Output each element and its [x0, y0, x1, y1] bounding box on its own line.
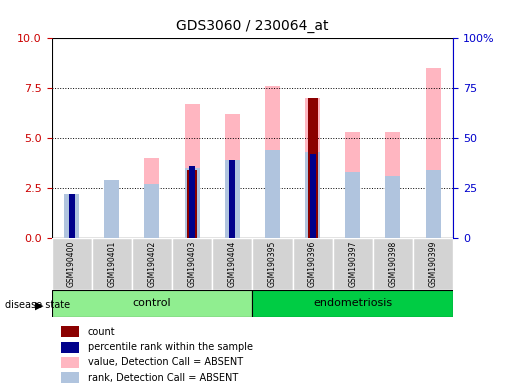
Bar — [310, 154, 316, 238]
Title: GDS3060 / 230064_at: GDS3060 / 230064_at — [176, 19, 329, 33]
Text: rank, Detection Call = ABSENT: rank, Detection Call = ABSENT — [88, 373, 238, 383]
FancyBboxPatch shape — [413, 238, 453, 290]
Text: GSM190403: GSM190403 — [187, 241, 197, 287]
Text: endometriosis: endometriosis — [313, 298, 392, 308]
Bar — [64, 194, 79, 238]
Bar — [184, 168, 200, 238]
Bar — [307, 98, 318, 238]
Bar — [68, 194, 75, 238]
Text: percentile rank within the sample: percentile rank within the sample — [88, 342, 253, 352]
Bar — [265, 86, 280, 238]
Text: GSM190400: GSM190400 — [67, 241, 76, 287]
Bar — [61, 372, 79, 383]
Bar — [385, 176, 401, 238]
Bar — [385, 132, 401, 238]
Text: GSM190399: GSM190399 — [428, 241, 438, 287]
Text: GSM190398: GSM190398 — [388, 241, 398, 287]
Bar — [345, 172, 360, 238]
Bar — [425, 170, 441, 238]
Text: GSM190396: GSM190396 — [308, 241, 317, 287]
FancyBboxPatch shape — [293, 238, 333, 290]
Bar — [425, 68, 441, 238]
Bar — [189, 166, 195, 238]
FancyBboxPatch shape — [172, 238, 212, 290]
Text: GSM190404: GSM190404 — [228, 241, 237, 287]
Text: GSM190397: GSM190397 — [348, 241, 357, 287]
Bar — [144, 158, 160, 238]
Text: value, Detection Call = ABSENT: value, Detection Call = ABSENT — [88, 358, 243, 367]
FancyBboxPatch shape — [333, 238, 373, 290]
Bar — [184, 104, 200, 238]
Bar — [345, 132, 360, 238]
FancyBboxPatch shape — [373, 238, 413, 290]
FancyBboxPatch shape — [52, 238, 92, 290]
Text: GSM190402: GSM190402 — [147, 241, 157, 287]
Text: GSM190395: GSM190395 — [268, 241, 277, 287]
Bar — [61, 357, 79, 368]
Bar — [61, 326, 79, 337]
Bar — [187, 170, 197, 238]
FancyBboxPatch shape — [92, 238, 132, 290]
Text: disease state: disease state — [5, 300, 70, 310]
FancyBboxPatch shape — [252, 290, 453, 317]
Bar — [225, 114, 240, 238]
Bar — [61, 342, 79, 353]
FancyBboxPatch shape — [52, 290, 252, 317]
Bar — [265, 150, 280, 238]
Text: ▶: ▶ — [35, 300, 44, 310]
FancyBboxPatch shape — [132, 238, 172, 290]
Bar — [305, 98, 320, 238]
Bar — [64, 198, 79, 238]
Text: count: count — [88, 327, 115, 337]
Bar — [229, 160, 235, 238]
Bar — [144, 184, 160, 238]
Bar — [104, 180, 119, 238]
Bar — [305, 152, 320, 238]
Text: GSM190401: GSM190401 — [107, 241, 116, 287]
Bar — [104, 180, 119, 238]
FancyBboxPatch shape — [252, 238, 293, 290]
FancyBboxPatch shape — [212, 238, 252, 290]
Bar — [225, 160, 240, 238]
Text: control: control — [133, 298, 171, 308]
